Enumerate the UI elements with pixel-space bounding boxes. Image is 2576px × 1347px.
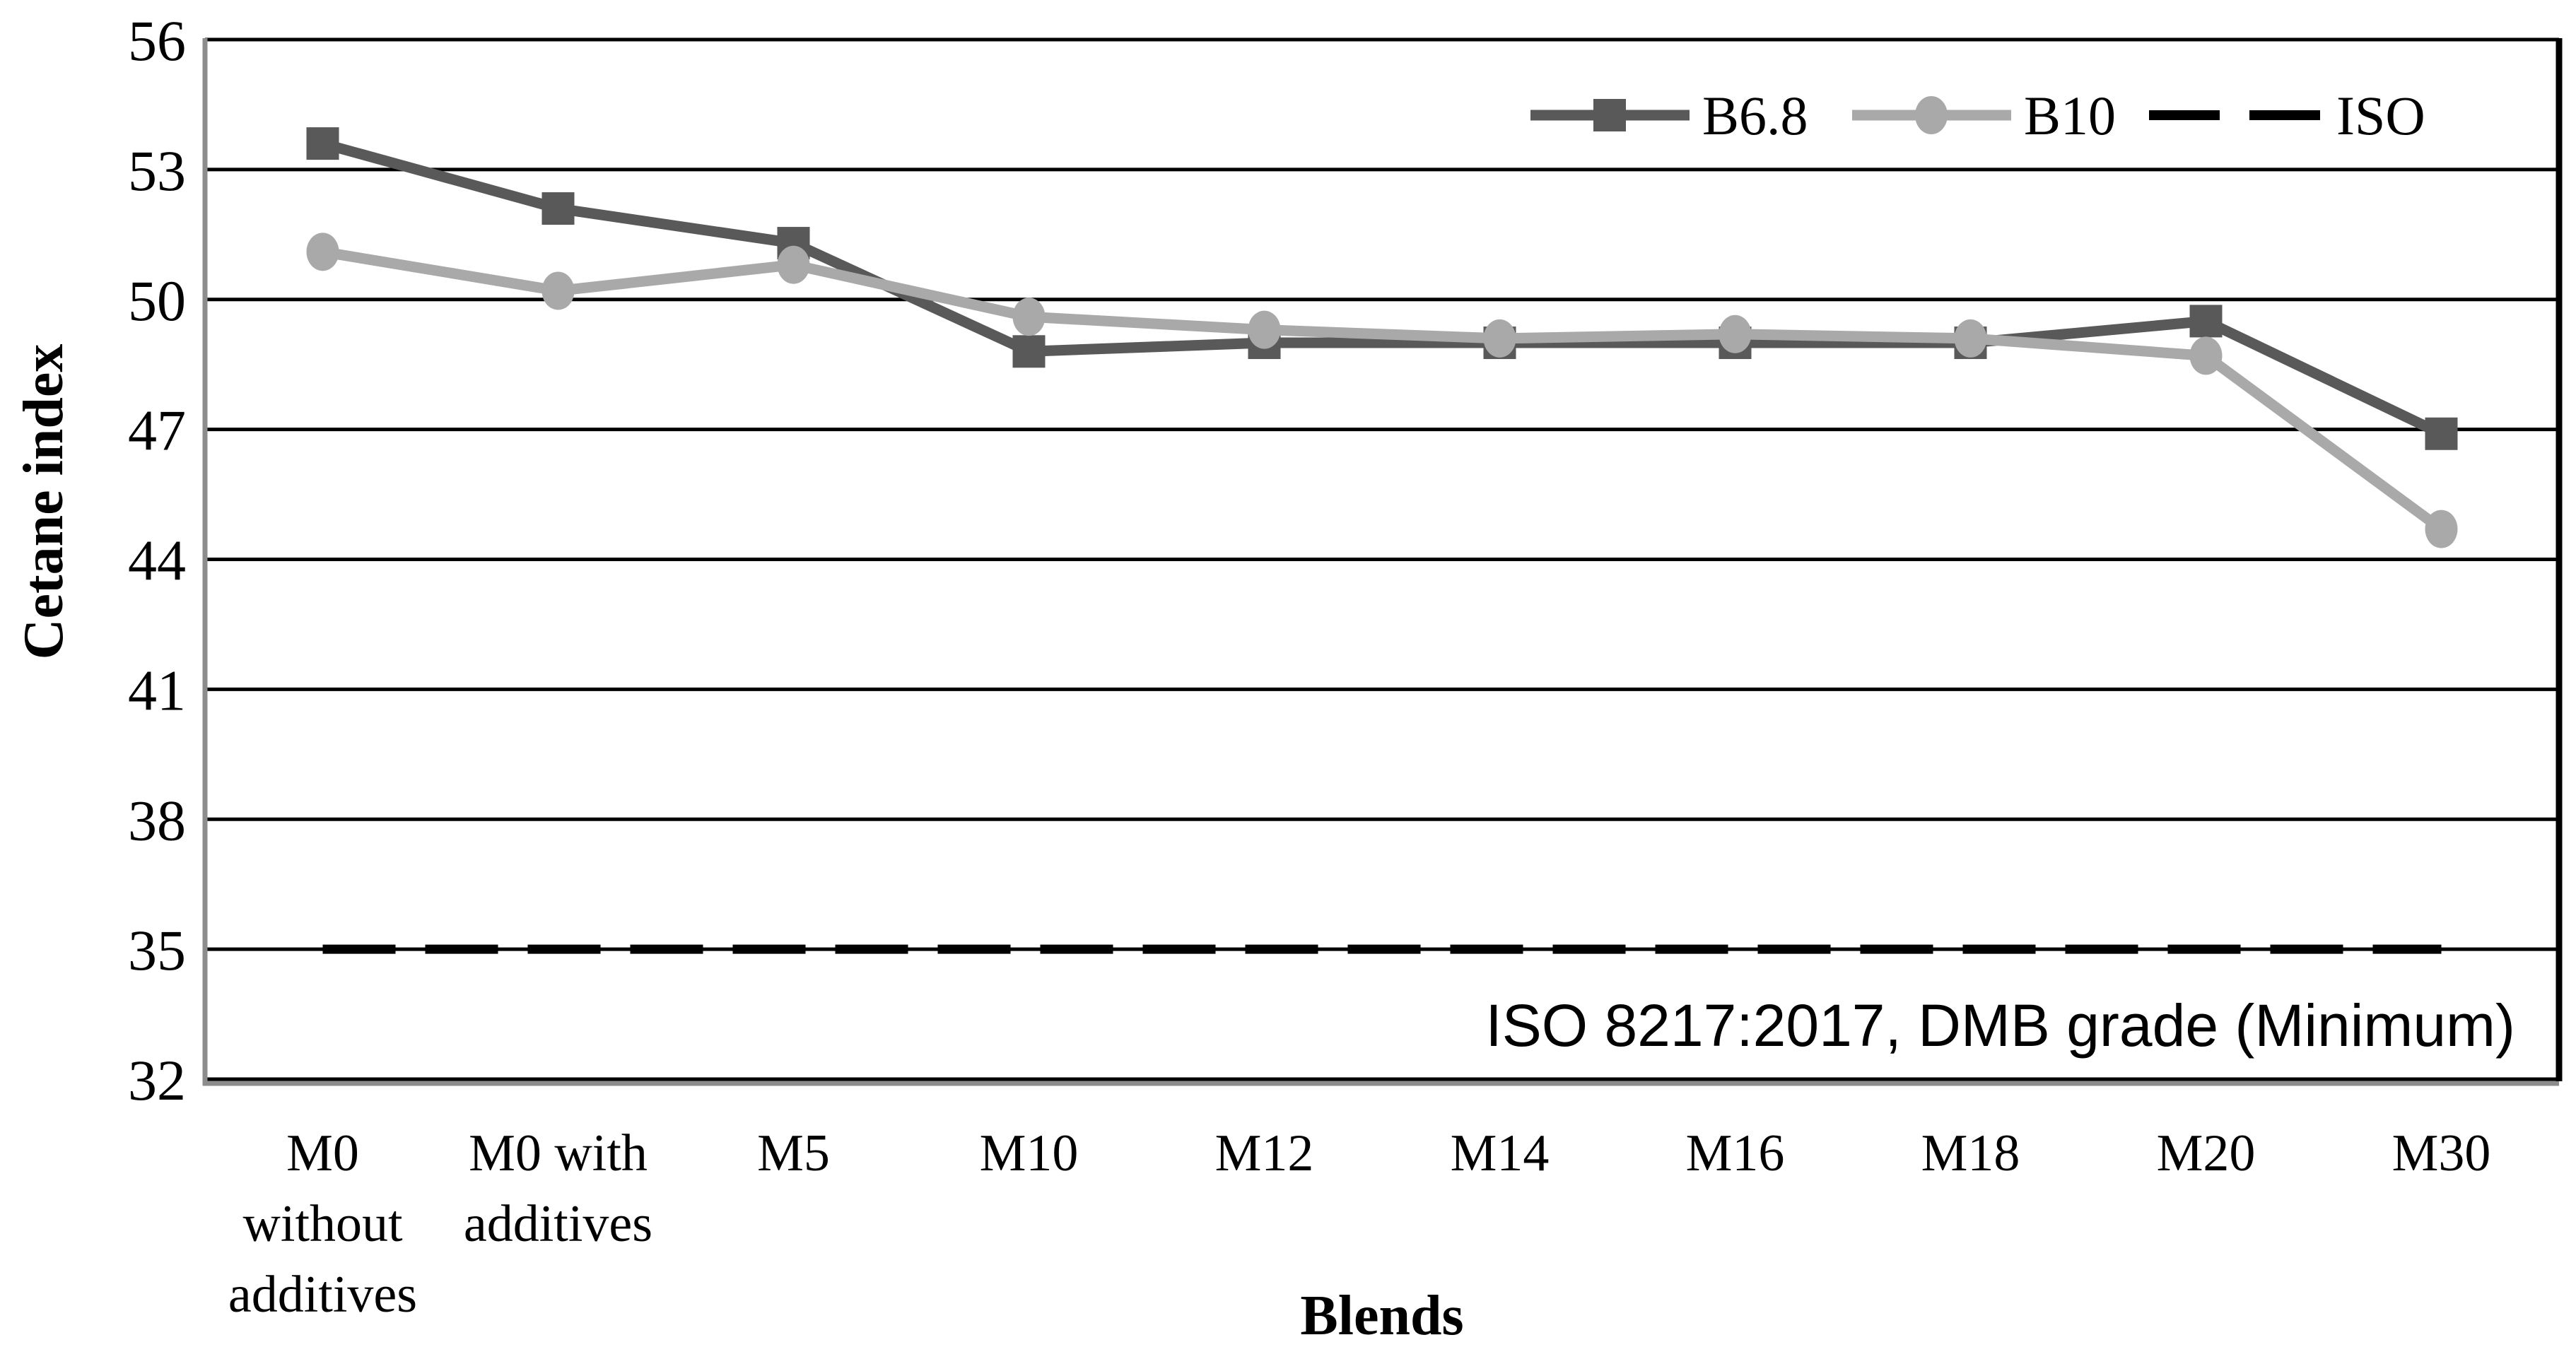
- y-tick-label-47: 47: [128, 399, 186, 463]
- y-tick-label-35: 35: [128, 918, 186, 982]
- marker-b6.8-m30: [2425, 417, 2458, 450]
- marker-b10-m5: [777, 245, 810, 284]
- marker-b10-m30: [2425, 510, 2458, 548]
- marker-b10-m10: [1012, 298, 1046, 336]
- x-category-label: M30: [2392, 1124, 2491, 1182]
- legend-label-iso: ISO: [2336, 85, 2425, 146]
- legend: B6.8 B10 ISO: [1530, 85, 2425, 146]
- y-tick-label-38: 38: [128, 788, 186, 852]
- marker-b10-m18: [1954, 319, 1987, 358]
- x-category-label: M0 with: [469, 1124, 648, 1182]
- x-category-label: M18: [1921, 1124, 2020, 1182]
- y-tick-label-56: 56: [128, 8, 186, 73]
- legend-label-b6.8: B6.8: [1702, 85, 1808, 146]
- x-category-label: M0: [286, 1124, 359, 1182]
- marker-b10-m20: [2189, 336, 2223, 375]
- y-tick-label-44: 44: [128, 529, 186, 593]
- y-axis-title: Cetane index: [13, 344, 75, 660]
- legend-marker-b6.8: [1593, 99, 1626, 131]
- x-category-label: M12: [1215, 1124, 1314, 1182]
- marker-b6.8-m20: [2189, 305, 2223, 338]
- legend-label-b10: B10: [2024, 85, 2116, 146]
- iso-annotation: ISO 8217:2017, DMB grade (Minimum): [1485, 992, 2515, 1059]
- y-tick-label-50: 50: [128, 269, 186, 333]
- y-tick-label-32: 32: [128, 1048, 186, 1112]
- marker-b10-m0: [306, 233, 339, 271]
- y-tick-label-41: 41: [128, 658, 186, 722]
- legend-marker-b10: [1915, 96, 1948, 134]
- series-line-b10: [322, 246, 2445, 534]
- marker-b10-m16: [1719, 314, 1752, 353]
- x-category-label: M14: [1451, 1124, 1550, 1182]
- x-category-label: M16: [1686, 1124, 1785, 1182]
- x-category-label: additives: [228, 1266, 417, 1324]
- x-axis-title: Blends: [1300, 1285, 1463, 1347]
- marker-b10-m14: [1483, 319, 1516, 358]
- marker-b6.8-m10: [1012, 335, 1046, 368]
- x-category-label: without: [242, 1195, 403, 1253]
- x-category-label: M10: [980, 1124, 1079, 1182]
- x-category-label: M20: [2157, 1124, 2256, 1182]
- marker-b6.8-m0: [541, 192, 575, 225]
- marker-b10-m12: [1248, 310, 1281, 349]
- marker-b10-m0: [541, 271, 575, 310]
- marker-b6.8-m0: [306, 127, 339, 160]
- y-tick-label-53: 53: [128, 139, 186, 203]
- x-category-label: M5: [757, 1124, 830, 1182]
- x-category-label: additives: [464, 1195, 652, 1253]
- series-line-b6.8: [321, 138, 2444, 439]
